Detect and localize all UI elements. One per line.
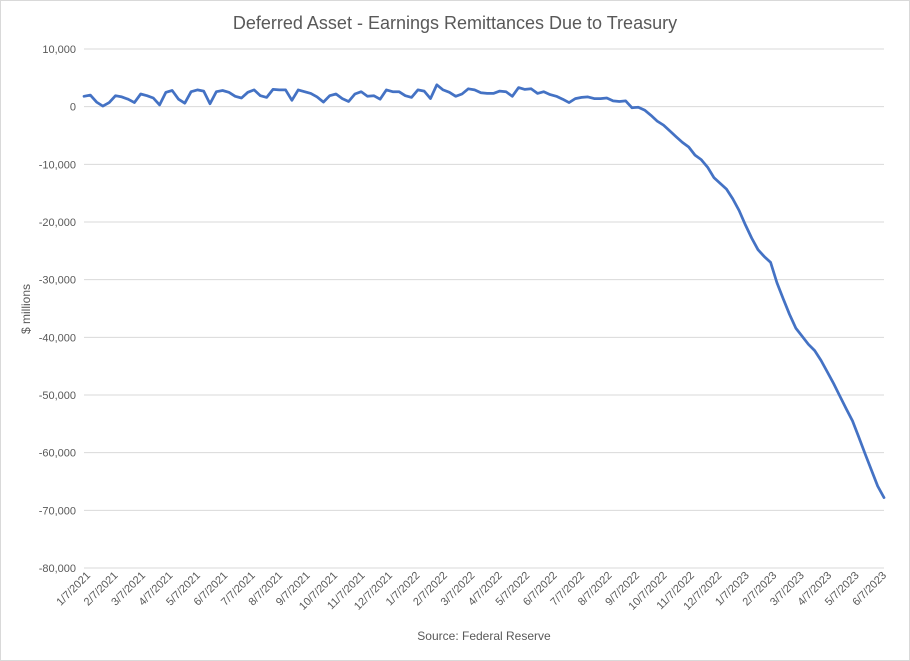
y-tick-label: -50,000 xyxy=(39,390,76,402)
chart-title: Deferred Asset - Earnings Remittances Du… xyxy=(233,13,677,33)
y-tick-label: -40,000 xyxy=(39,332,76,344)
y-tick-label: -70,000 xyxy=(39,505,76,517)
y-axis-label: $ millions xyxy=(19,284,33,334)
y-tick-label: -80,000 xyxy=(39,563,76,575)
y-tick-label: -30,000 xyxy=(39,275,76,287)
y-tick-label: -60,000 xyxy=(39,448,76,460)
y-tick-label: 0 xyxy=(70,102,76,114)
y-tick-label: -10,000 xyxy=(39,159,76,171)
series-group xyxy=(82,83,886,499)
x-axis-label: Source: Federal Reserve xyxy=(417,629,551,643)
y-axis-tick-labels: 10,000 0 -10,000 -20,000 -30,000 -40,000 -50,0… xyxy=(39,44,76,575)
x-axis-tick-labels: 1/7/20212/7/20213/7/20214/7/20215/7/2021… xyxy=(54,570,889,613)
y-tick-label: -20,000 xyxy=(39,217,76,229)
gridlines xyxy=(84,48,884,569)
y-tick-label: 10,000 xyxy=(42,44,76,56)
series-line xyxy=(82,83,886,499)
